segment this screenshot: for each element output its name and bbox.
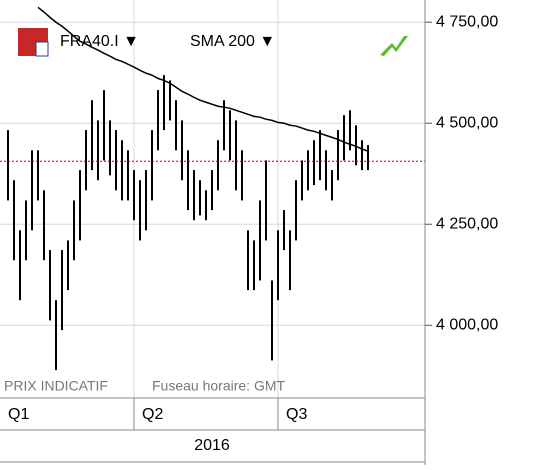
indicator[interactable]: SMA 200 ▼ [190,33,275,50]
trend-icon [380,36,408,56]
y-tick-label: 4 250,00 [436,215,498,232]
footer-note: PRIX INDICATIF [4,378,108,394]
cfd-icon [35,41,49,57]
quarter-label: Q2 [142,406,163,423]
year-label: 2016 [194,437,230,454]
symbol: FRA40.I ▼ [60,33,139,50]
y-tick-label: 4 750,00 [436,13,498,30]
sma-line [37,6,369,152]
y-tick-label: 4 000,00 [436,316,498,333]
symbol-selector[interactable]: FRA40.I ▼ [18,28,139,57]
plot-area [0,0,425,398]
footer-note: Fuseau horaire: GMT [152,378,285,394]
quarter-label: Q3 [286,406,307,423]
y-tick-label: 4 500,00 [436,114,498,131]
quarter-label: Q1 [8,406,29,423]
